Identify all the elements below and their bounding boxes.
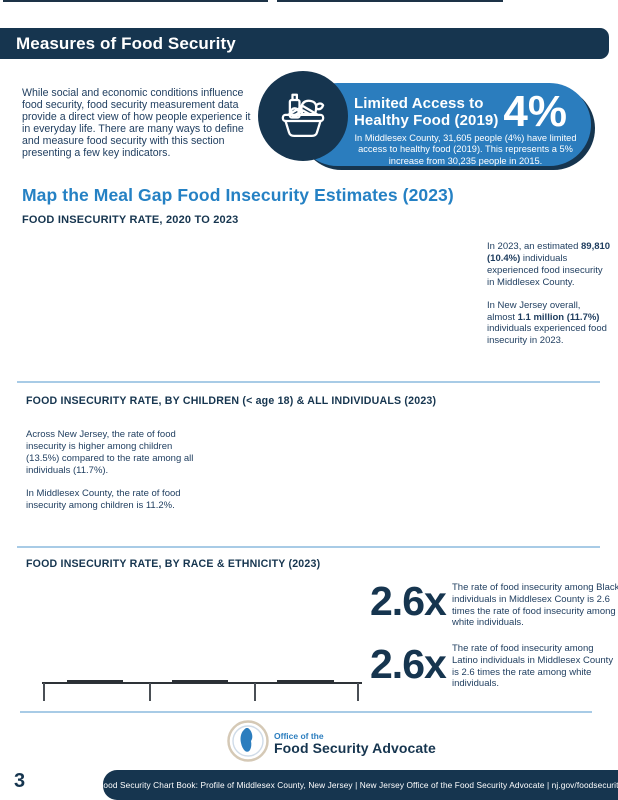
badge-value: 4% xyxy=(503,87,567,136)
subheading-rate-children: FOOD INSECURITY RATE, BY CHILDREN (< age… xyxy=(26,395,437,407)
page-top-edge-artifact xyxy=(3,0,268,2)
chart-bar-baseline xyxy=(172,680,228,683)
chart-bar-baseline xyxy=(67,680,123,683)
footer-text: Food Security Chart Book: Profile of Mid… xyxy=(98,780,618,790)
office-logo: Office of the Food Security Advocate xyxy=(227,720,457,767)
stat-multiplier-latino: 2.6x xyxy=(370,641,447,687)
section-divider xyxy=(17,381,600,383)
logo-line1: Office of the xyxy=(274,730,324,741)
badge-title: Limited Access to Healthy Food (2019) xyxy=(354,95,499,129)
note-paragraph: In New Jersey overall, almost 1.1 millio… xyxy=(487,299,607,347)
chart-x-axis xyxy=(42,682,362,684)
badge-pill: Limited Access to Healthy Food (2019) 4%… xyxy=(296,83,591,166)
subheading-rate-2020-2023: FOOD INSECURITY RATE, 2020 TO 2023 xyxy=(22,214,239,226)
section-divider xyxy=(20,711,592,713)
note-rate-2020-2023: In 2023, an estimated 89,810 (10.4%) ind… xyxy=(487,241,611,358)
page-number: 3 xyxy=(14,770,26,792)
page-title: Measures of Food Security xyxy=(16,33,236,53)
stat-text-black: The rate of food insecurity among Black … xyxy=(452,582,618,629)
chart-axis-tick xyxy=(357,683,359,701)
note-paragraph: In 2023, an estimated 89,810 (10.4%) ind… xyxy=(487,241,611,288)
stat-multiplier-black: 2.6x xyxy=(370,578,447,624)
page-header-bar: Measures of Food Security xyxy=(0,28,609,59)
footer-bar: Food Security Chart Book: Profile of Mid… xyxy=(98,770,618,800)
intro-paragraph: While social and economic conditions inf… xyxy=(22,87,251,160)
logo-text: Office of the Food Security Advocate xyxy=(274,730,436,756)
note-paragraph: In Middlesex County, the rate of food in… xyxy=(26,487,181,511)
section-heading: Map the Meal Gap Food Insecurity Estimat… xyxy=(22,185,454,205)
limited-access-badge: Limited Access to Healthy Food (2019) 4%… xyxy=(258,71,598,171)
page-top-edge-artifact xyxy=(277,0,503,2)
section-divider xyxy=(17,546,600,548)
note-rate-children: Across New Jersey, the rate of food inse… xyxy=(26,429,194,522)
chart-axis-tick xyxy=(254,683,256,701)
logo-line2: Food Security Advocate xyxy=(274,739,436,756)
stat-text-latino: The rate of food insecurity among Latino… xyxy=(452,643,614,690)
badge-description: In Middlesex County, 31,605 people (4%) … xyxy=(354,133,577,166)
chart-bar-baseline xyxy=(277,680,334,683)
badge-icon-circle xyxy=(258,71,348,161)
note-paragraph: Across New Jersey, the rate of food inse… xyxy=(26,429,194,476)
chart-axis-tick xyxy=(43,683,45,701)
grocery-basket-icon xyxy=(275,86,331,147)
chart-axis-tick xyxy=(149,683,151,701)
nj-state-seal-icon xyxy=(227,720,269,767)
subheading-rate-race: FOOD INSECURITY RATE, BY RACE & ETHNICIT… xyxy=(26,558,321,570)
